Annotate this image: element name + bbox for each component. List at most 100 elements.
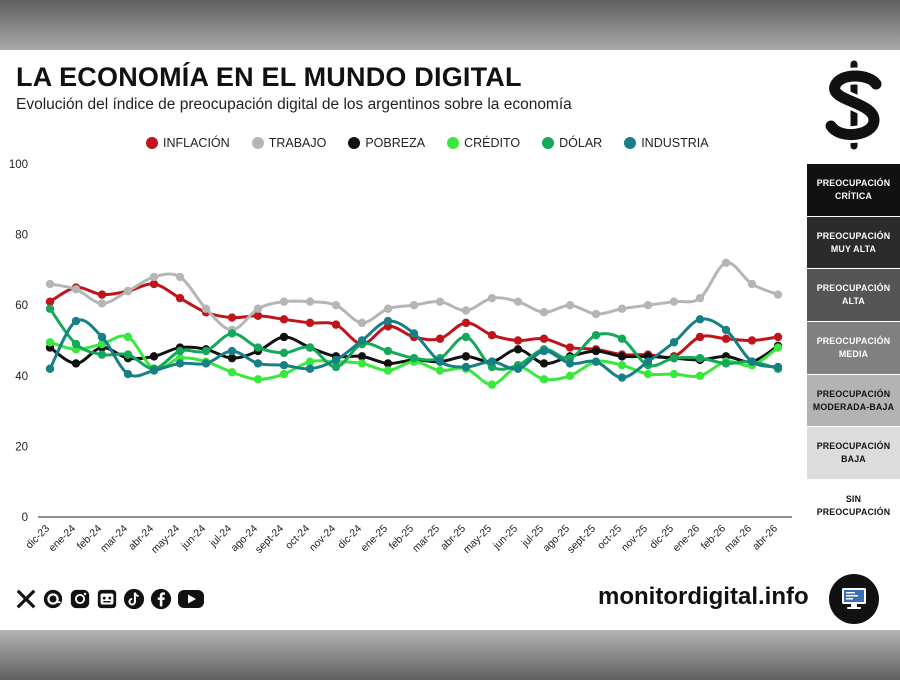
legend-item: INFLACIÓN [146, 136, 230, 150]
data-point-trabajo [175, 272, 185, 282]
data-point-credito [305, 357, 315, 366]
data-point-dolar [227, 329, 237, 338]
data-point-trabajo [123, 286, 133, 296]
data-point-dolar [409, 353, 419, 363]
data-point-industria [435, 357, 445, 366]
y-tick-label: 40 [15, 371, 28, 383]
data-point-pobreza [461, 352, 471, 361]
data-point-pobreza [71, 359, 81, 368]
data-point-dolar [695, 353, 705, 363]
data-point-industria [357, 336, 367, 345]
data-point-trabajo [617, 304, 627, 313]
instagram-icon[interactable] [68, 587, 92, 611]
legend-item: INDUSTRIA [624, 136, 709, 150]
legend-item: DÓLAR [542, 136, 602, 150]
data-point-inflacion [331, 320, 341, 329]
data-point-credito [487, 380, 497, 389]
data-point-industria [149, 366, 159, 375]
x-tick-label: nov-24 [307, 523, 338, 554]
data-point-trabajo [643, 301, 653, 310]
data-point-inflacion [45, 297, 55, 306]
series-line-industria [48, 317, 779, 380]
data-point-dolar [331, 362, 341, 372]
x-icon[interactable] [14, 587, 38, 611]
data-point-credito [773, 343, 783, 352]
facebook-icon[interactable] [149, 587, 173, 611]
data-point-trabajo [383, 304, 393, 313]
legend-label: INDUSTRIA [641, 136, 709, 150]
chart-legend: INFLACIÓN TRABAJO POBREZA CRÉDITO DÓLAR INDUS… [146, 136, 709, 150]
data-point-industria [617, 373, 627, 382]
x-tick-label: sept-24 [253, 523, 286, 556]
data-point-industria [383, 316, 393, 326]
data-point-industria [565, 359, 575, 368]
data-point-inflacion [435, 334, 445, 343]
data-point-dolar [461, 332, 471, 342]
data-point-inflacion [227, 313, 237, 322]
data-point-dolar [669, 353, 679, 363]
x-tick-label: jun-25 [490, 523, 520, 553]
x-tick-label: may-24 [149, 523, 182, 556]
data-point-dolar [175, 346, 185, 356]
scale-level: PREOCUPACIÓN BAJA [807, 427, 900, 481]
data-point-inflacion [565, 343, 575, 352]
legend-dot [542, 137, 555, 149]
x-tick-label: mar-26 [722, 523, 754, 555]
data-point-industria [669, 338, 679, 347]
top-blur-band [0, 0, 900, 50]
data-point-credito [383, 366, 393, 375]
news-icon[interactable] [95, 587, 119, 611]
data-point-trabajo [357, 318, 367, 328]
data-point-credito [227, 368, 237, 377]
legend-label: POBREZA [365, 136, 426, 150]
legend-label: TRABAJO [268, 136, 327, 150]
y-tick-label: 60 [15, 300, 28, 312]
data-point-credito [435, 366, 445, 375]
data-point-dolar [253, 343, 263, 352]
data-point-credito [357, 359, 367, 368]
data-point-pobreza [279, 332, 289, 342]
data-point-credito [565, 371, 575, 380]
data-point-inflacion [461, 318, 471, 328]
x-tick-label: ene-24 [47, 523, 79, 555]
y-tick-label: 0 [22, 512, 28, 524]
data-point-credito [45, 338, 55, 347]
computer-icon [829, 574, 879, 624]
series-line-trabajo [49, 261, 779, 332]
data-point-inflacion [149, 279, 159, 289]
x-tick-label: nov-25 [619, 523, 650, 554]
data-point-credito [253, 375, 263, 384]
concern-scale: PREOCUPACIÓN CRÍTICA PREOCUPACIÓN MUY ALT… [807, 164, 900, 533]
scale-level: PREOCUPACIÓN ALTA [807, 269, 900, 323]
data-point-dolar [71, 339, 81, 349]
data-point-dolar [45, 304, 55, 313]
youtube-icon[interactable] [176, 587, 206, 611]
x-tick-label: ene-26 [671, 523, 703, 555]
data-point-industria [71, 316, 81, 326]
data-point-industria [591, 357, 601, 366]
x-tick-label: ene-25 [359, 523, 391, 555]
data-point-dolar [591, 331, 601, 340]
data-point-dolar [721, 359, 731, 368]
data-point-trabajo [71, 285, 81, 294]
data-point-industria [513, 364, 523, 373]
tiktok-icon[interactable] [122, 587, 146, 611]
data-point-pobreza [617, 352, 627, 361]
data-point-credito [539, 375, 549, 384]
legend-label: CRÉDITO [464, 136, 521, 150]
website-url[interactable]: monitordigital.info [598, 583, 809, 610]
data-point-trabajo [253, 304, 263, 313]
data-point-industria [409, 329, 419, 338]
data-point-pobreza [513, 345, 523, 354]
data-point-trabajo [539, 308, 549, 317]
data-point-pobreza [149, 352, 159, 361]
data-point-industria [279, 361, 289, 370]
bottom-blur-band [0, 630, 900, 680]
data-point-dolar [201, 346, 211, 356]
data-point-credito [695, 371, 705, 380]
legend-item: CRÉDITO [447, 136, 520, 150]
threads-icon[interactable] [41, 587, 65, 611]
data-point-industria [747, 357, 757, 366]
x-tick-label: jun-24 [178, 523, 208, 553]
legend-dot [624, 137, 637, 149]
